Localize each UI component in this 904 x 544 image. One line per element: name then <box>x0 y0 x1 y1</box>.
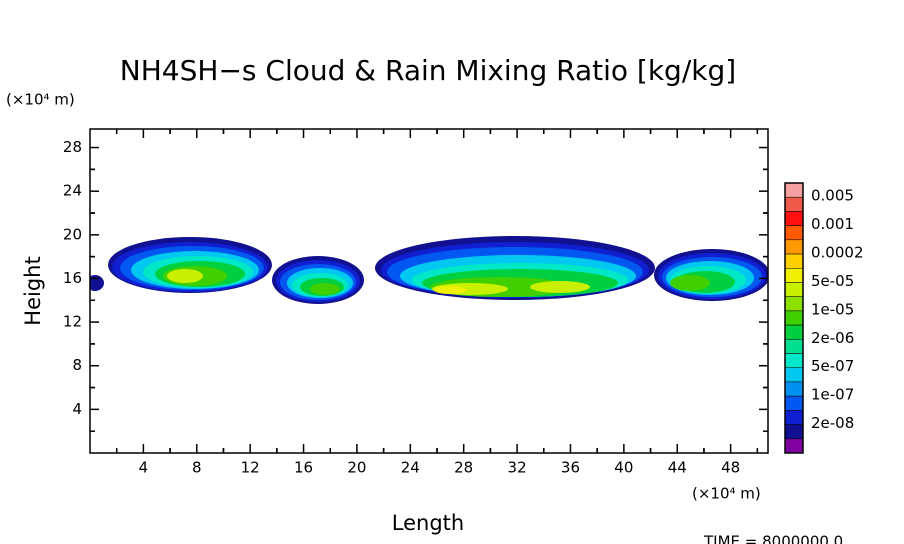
colorbar-label: 2e-06 <box>811 329 854 347</box>
x-tick-label: 8 <box>192 459 202 477</box>
colorbar-swatch <box>784 310 804 326</box>
contour-field <box>90 236 768 304</box>
x-tick-label: 16 <box>294 459 313 477</box>
contour-region <box>167 269 203 283</box>
colorbar-swatch <box>784 381 804 397</box>
colorbar-swatch <box>784 225 804 241</box>
plot-frame <box>89 128 769 454</box>
y-tick-label: 12 <box>63 313 82 331</box>
colorbar-swatch <box>784 282 804 297</box>
colorbar-swatch <box>784 424 804 440</box>
contour-region <box>434 286 466 294</box>
colorbar-label: 5e-05 <box>811 272 854 290</box>
x-tick-label: 32 <box>508 459 527 477</box>
colorbar-swatch <box>784 182 804 198</box>
chart-title: NH4SH−s Cloud & Rain Mixing Ratio [kg/kg… <box>120 54 736 87</box>
x-tick-label: 48 <box>721 459 740 477</box>
x-tick-label: 4 <box>139 459 149 477</box>
colorbar-label: 5e-07 <box>811 357 854 375</box>
x-unit: (×10⁴ m) <box>692 485 761 503</box>
contour-region <box>90 275 104 291</box>
colorbar-label: 0.001 <box>811 215 854 233</box>
colorbar-swatch <box>784 410 804 425</box>
colorbar-swatch <box>784 353 804 368</box>
x-tick-label: 24 <box>401 459 420 477</box>
colorbar-label: 0.005 <box>811 187 854 205</box>
y-tick-label: 8 <box>72 356 82 374</box>
x-tick-label: 28 <box>454 459 473 477</box>
y-tick-label: 16 <box>63 269 82 287</box>
colorbar-label: 0.0002 <box>811 244 864 262</box>
footer: TIME = 8000000.0 <box>703 533 843 544</box>
y-tick-label: 20 <box>63 225 82 243</box>
colorbar-swatch <box>784 296 804 312</box>
colorbar-label: 2e-08 <box>811 414 854 432</box>
x-tick-label: 40 <box>614 459 633 477</box>
colorbar-swatch <box>784 367 804 383</box>
x-axis-label: Length <box>392 511 464 535</box>
contour-region <box>310 283 340 295</box>
y-tick-label: 24 <box>63 182 82 200</box>
colorbar-swatch <box>784 438 804 454</box>
colorbar-frame <box>784 182 804 454</box>
y-unit: (×10⁴ m) <box>6 91 75 109</box>
colorbar-swatch <box>784 324 804 340</box>
x-tick-label: 44 <box>668 459 687 477</box>
y-tick-label: 4 <box>72 400 82 418</box>
colorbar-swatch <box>784 268 804 283</box>
colorbar-swatch <box>784 253 804 269</box>
colorbar-label: 1e-07 <box>811 386 854 404</box>
colorbar-swatch <box>784 196 804 212</box>
x-tick-label: 20 <box>347 459 366 477</box>
y-axis-label: Height <box>21 256 45 325</box>
colorbar-swatch <box>784 211 804 226</box>
x-tick-label: 12 <box>241 459 260 477</box>
y-tick-label: 28 <box>63 138 82 156</box>
colorbar-label: 1e-05 <box>811 300 854 318</box>
colorbar-swatch <box>784 395 804 411</box>
contour-region <box>530 281 590 293</box>
x-tick-label: 36 <box>561 459 580 477</box>
contour-region <box>670 275 710 291</box>
colorbar-swatch <box>784 239 804 255</box>
colorbar-swatch <box>784 339 804 354</box>
